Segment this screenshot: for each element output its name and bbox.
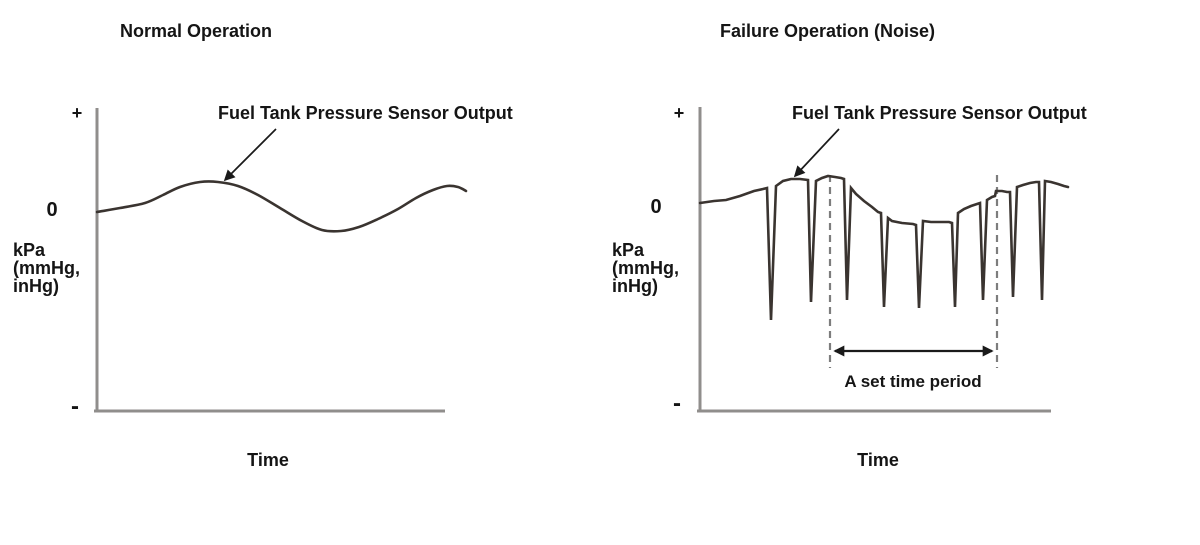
left-y-unit-line3: inHg): [13, 276, 59, 296]
left-chart-title: Normal Operation: [120, 21, 273, 41]
right-y-zero-label: 0: [650, 196, 662, 218]
left-y-unit-line2: (mmHg,: [13, 258, 80, 278]
left-y-zero-label: 0: [46, 199, 58, 221]
right-y-plus-label: +: [673, 103, 685, 123]
left-y-unit-line1: kPa: [13, 240, 46, 260]
left-series-annotation: Fuel Tank Pressure Sensor Output: [218, 103, 513, 123]
annotation-arrow: [223, 128, 277, 182]
right-y-unit-line3: inHg): [612, 276, 658, 296]
right-y-minus-label: -: [673, 390, 681, 417]
right-chart-title: Failure Operation (Noise): [720, 21, 936, 41]
right-y-unit-line2: (mmHg,: [612, 258, 679, 278]
left-y-unit-label: kPa (mmHg, inHg): [13, 241, 80, 295]
sensor-output-curve: [698, 174, 1070, 321]
normal-operation-plot: [94, 108, 468, 413]
failure-operation-plot: [697, 107, 1070, 413]
sensor-output-curve: [95, 180, 468, 233]
set-time-period-label: A set time period: [844, 372, 982, 391]
right-series-annotation: Fuel Tank Pressure Sensor Output: [792, 103, 1087, 123]
left-x-axis-label: Time: [247, 450, 289, 470]
right-y-unit-label: kPa (mmHg, inHg): [612, 241, 679, 295]
right-x-axis-label: Time: [857, 450, 899, 470]
annotation-arrow: [793, 128, 840, 178]
left-y-minus-label: -: [71, 393, 79, 420]
right-y-unit-line1: kPa: [612, 240, 645, 260]
left-y-plus-label: +: [71, 103, 83, 123]
